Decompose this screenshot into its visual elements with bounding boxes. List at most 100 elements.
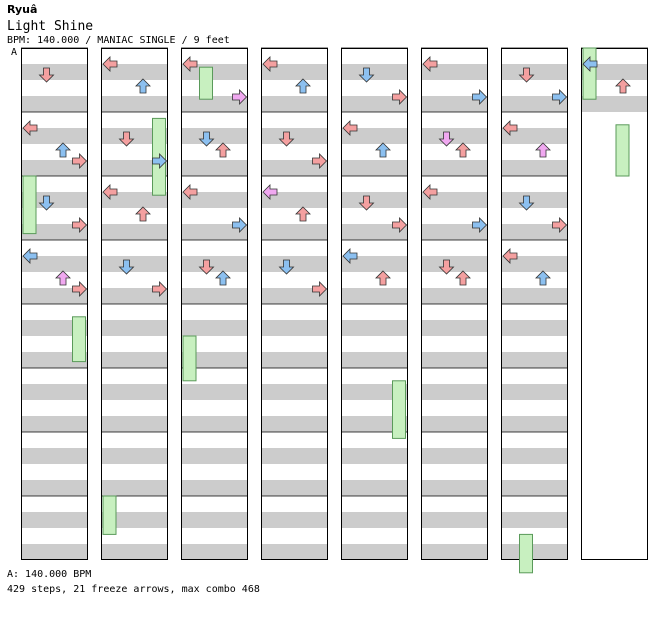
beat-stripe — [341, 512, 408, 528]
up-arrow-icon — [375, 142, 391, 158]
bpm-summary: A: 140.000 BPM — [7, 569, 92, 580]
beat-stripe — [421, 352, 488, 368]
beat-stripe — [501, 448, 568, 464]
up-arrow-icon — [455, 142, 471, 158]
beat-stripe — [101, 448, 168, 464]
beat-stripe — [101, 192, 168, 208]
left-arrow-icon — [22, 120, 38, 136]
right-arrow-icon — [152, 153, 168, 169]
beat-stripe — [421, 480, 488, 496]
freeze-arrow — [22, 175, 37, 235]
right-arrow-icon — [552, 89, 568, 105]
beat-stripe — [501, 320, 568, 336]
step-stats: 429 steps, 21 freeze arrows, max combo 4… — [7, 584, 260, 595]
freeze-arrow — [72, 316, 86, 363]
beat-stripe — [421, 384, 488, 400]
beat-stripe — [341, 544, 408, 560]
right-arrow-icon — [152, 281, 168, 297]
beat-stripe — [261, 128, 328, 144]
beat-stripe — [261, 416, 328, 432]
beat-stripe — [421, 448, 488, 464]
up-arrow-icon — [135, 78, 151, 94]
beat-stripe — [181, 288, 248, 304]
beat-stripe — [501, 416, 568, 432]
right-arrow-icon — [72, 217, 88, 233]
down-arrow-icon — [358, 195, 375, 211]
beat-stripe — [501, 384, 568, 400]
beat-stripe — [421, 128, 488, 144]
beat-stripe — [21, 384, 88, 400]
beat-stripe — [421, 192, 488, 208]
artist-name: Ryuâ — [7, 3, 38, 16]
right-arrow-icon — [392, 89, 408, 105]
beat-stripe — [261, 256, 328, 272]
freeze-arrow — [519, 533, 533, 574]
beat-stripe — [581, 96, 648, 112]
beat-stripe — [21, 544, 88, 560]
beat-stripe — [101, 96, 168, 112]
beat-stripe — [21, 288, 88, 304]
right-arrow-icon — [72, 153, 88, 169]
beat-stripe — [261, 352, 328, 368]
left-arrow-icon — [582, 56, 598, 72]
down-arrow-icon — [438, 131, 455, 147]
beat-stripe — [501, 352, 568, 368]
beat-stripe — [341, 352, 408, 368]
beat-stripe — [101, 352, 168, 368]
beat-stripe — [101, 320, 168, 336]
beat-stripe — [181, 544, 248, 560]
down-arrow-icon — [518, 67, 535, 83]
beat-stripe — [101, 64, 168, 80]
beat-stripe — [261, 448, 328, 464]
beat-stripe — [181, 224, 248, 240]
right-arrow-icon — [72, 281, 88, 297]
beat-stripe — [101, 512, 168, 528]
beat-stripe — [261, 480, 328, 496]
down-arrow-icon — [118, 131, 135, 147]
left-arrow-icon — [342, 120, 358, 136]
beat-stripe — [341, 384, 408, 400]
column-border — [181, 48, 248, 560]
beat-stripe — [181, 352, 248, 368]
beat-stripe — [181, 192, 248, 208]
beat-stripe — [421, 320, 488, 336]
beat-stripe — [421, 224, 488, 240]
down-arrow-icon — [438, 259, 455, 275]
beat-stripe — [181, 512, 248, 528]
beat-stripe — [421, 256, 488, 272]
beat-stripe — [101, 288, 168, 304]
beat-stripe — [101, 160, 168, 176]
left-arrow-icon — [502, 248, 518, 264]
beat-stripe — [501, 544, 568, 560]
up-arrow-icon — [295, 78, 311, 94]
freeze-arrow — [199, 66, 213, 100]
left-arrow-icon — [182, 184, 198, 200]
beat-stripe — [101, 480, 168, 496]
beat-stripe — [181, 480, 248, 496]
beat-stripe — [501, 128, 568, 144]
beat-stripe — [581, 64, 648, 80]
beat-stripe — [101, 224, 168, 240]
beat-stripe — [421, 96, 488, 112]
beat-stripe — [501, 64, 568, 80]
beat-stripe — [341, 288, 408, 304]
beat-stripe — [21, 512, 88, 528]
right-arrow-icon — [552, 217, 568, 233]
beat-stripe — [341, 96, 408, 112]
down-arrow-icon — [38, 195, 55, 211]
freeze-arrow — [182, 335, 197, 382]
beat-stripe — [181, 160, 248, 176]
beat-stripe — [261, 384, 328, 400]
beat-stripe — [341, 448, 408, 464]
right-arrow-icon — [312, 281, 328, 297]
freeze-arrow — [152, 117, 166, 196]
right-arrow-icon — [472, 217, 488, 233]
beat-stripe — [261, 192, 328, 208]
beat-stripe — [101, 544, 168, 560]
freeze-arrow — [392, 380, 406, 439]
right-arrow-icon — [232, 89, 248, 105]
chart-meta: BPM: 140.000 / MANIAC SINGLE / 9 feet — [7, 35, 230, 46]
column-border — [341, 48, 408, 560]
left-arrow-icon — [22, 248, 38, 264]
